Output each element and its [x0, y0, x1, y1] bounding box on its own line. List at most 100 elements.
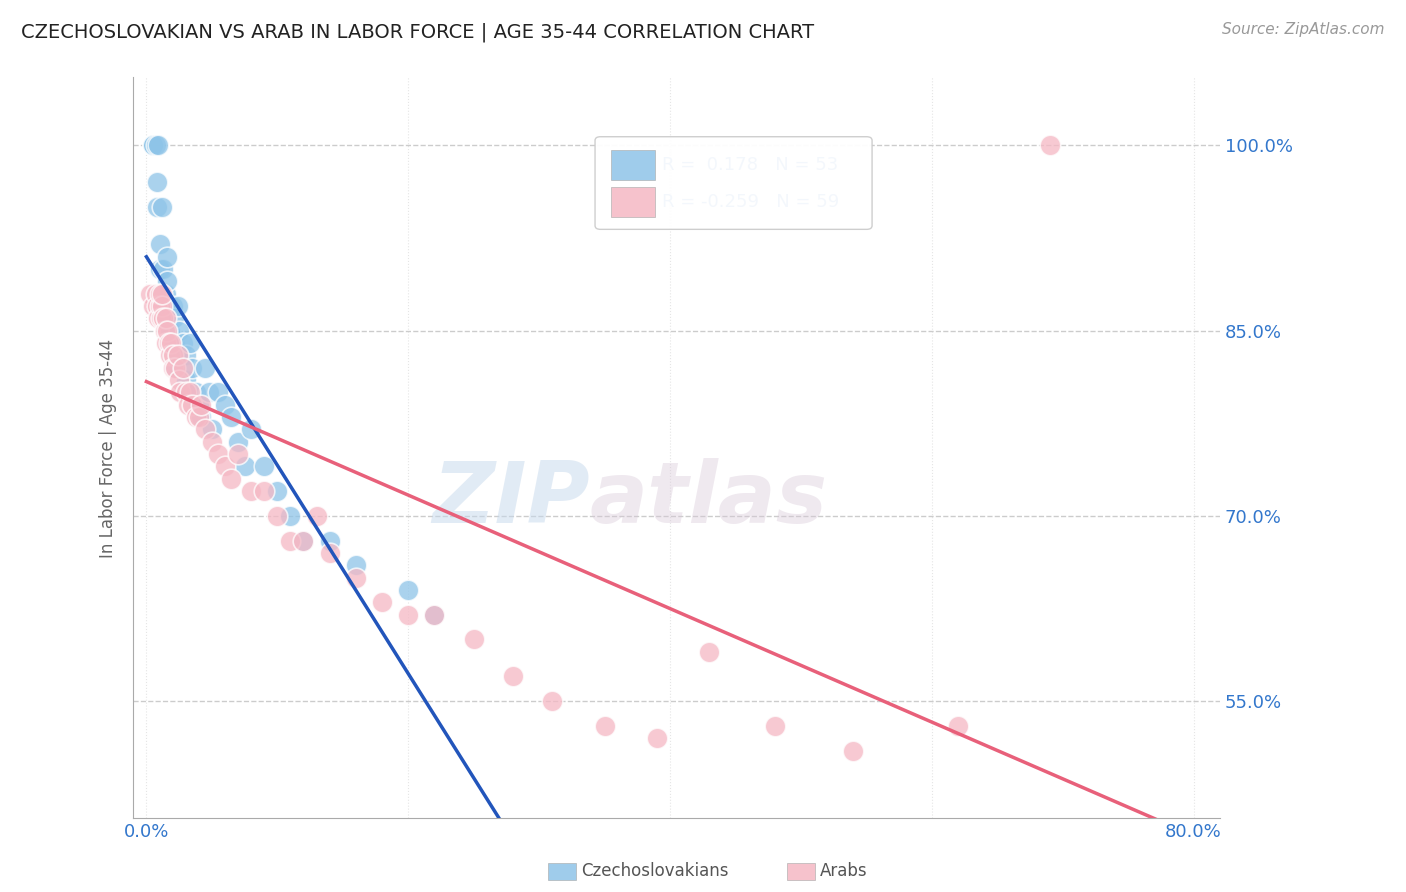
Point: [207, 447, 229, 461]
Point: [148, 237, 170, 252]
Point: [541, 694, 564, 708]
Point: [280, 533, 302, 548]
Text: atlas: atlas: [589, 458, 828, 541]
Point: [396, 582, 419, 597]
Point: [148, 138, 170, 153]
Point: [186, 385, 208, 400]
Point: [142, 138, 165, 153]
Point: [174, 373, 197, 387]
Point: [166, 348, 188, 362]
Point: [148, 286, 170, 301]
Point: [181, 360, 204, 375]
Point: [344, 558, 367, 573]
Point: [166, 299, 188, 313]
Point: [146, 176, 169, 190]
Point: [593, 719, 616, 733]
Point: [156, 250, 179, 264]
Point: [167, 324, 190, 338]
Point: [155, 311, 177, 326]
Point: [280, 508, 302, 523]
Point: [149, 311, 172, 326]
Point: [150, 299, 173, 313]
FancyBboxPatch shape: [612, 150, 655, 179]
Text: Source: ZipAtlas.com: Source: ZipAtlas.com: [1222, 22, 1385, 37]
Point: [179, 385, 201, 400]
Text: ZIP: ZIP: [432, 458, 589, 541]
Y-axis label: In Labor Force | Age 35-44: In Labor Force | Age 35-44: [100, 338, 117, 558]
Point: [181, 398, 204, 412]
Point: [146, 299, 169, 313]
Point: [150, 200, 173, 214]
Point: [174, 348, 197, 362]
Point: [842, 743, 865, 757]
Point: [142, 138, 165, 153]
Point: [159, 324, 181, 338]
Text: Czechoslovakians: Czechoslovakians: [581, 863, 728, 880]
Point: [174, 385, 197, 400]
Point: [155, 335, 177, 350]
Point: [142, 299, 165, 313]
Point: [194, 422, 217, 436]
Point: [152, 311, 174, 326]
Point: [201, 422, 224, 436]
Point: [201, 434, 224, 449]
Point: [190, 410, 212, 425]
Point: [396, 607, 419, 622]
Point: [423, 607, 446, 622]
Point: [148, 299, 170, 313]
Point: [172, 335, 194, 350]
Point: [142, 138, 165, 153]
Point: [145, 286, 167, 301]
Point: [318, 533, 340, 548]
Point: [156, 324, 179, 338]
Point: [150, 286, 173, 301]
Point: [226, 447, 249, 461]
Point: [305, 508, 328, 523]
Text: Arabs: Arabs: [820, 863, 868, 880]
Point: [157, 335, 180, 350]
Point: [155, 311, 177, 326]
Point: [179, 335, 201, 350]
Point: [344, 571, 367, 585]
Point: [763, 719, 786, 733]
Point: [177, 398, 200, 412]
Point: [162, 360, 184, 375]
Point: [463, 632, 485, 647]
Point: [214, 459, 236, 474]
Point: [187, 410, 209, 425]
Point: [167, 348, 190, 362]
Point: [169, 385, 191, 400]
Point: [198, 385, 221, 400]
Point: [165, 335, 187, 350]
Point: [221, 410, 243, 425]
Point: [148, 261, 170, 276]
Point: [152, 286, 174, 301]
Point: [186, 410, 208, 425]
Point: [160, 335, 183, 350]
Point: [266, 484, 288, 499]
Point: [165, 360, 187, 375]
Point: [190, 398, 212, 412]
Point: [207, 385, 229, 400]
Point: [157, 299, 180, 313]
Point: [1038, 138, 1060, 153]
Point: [155, 286, 177, 301]
Point: [187, 398, 209, 412]
Point: [240, 484, 263, 499]
Point: [162, 348, 184, 362]
Point: [152, 261, 174, 276]
Point: [292, 533, 315, 548]
Point: [697, 645, 720, 659]
Point: [165, 360, 187, 375]
Point: [253, 459, 276, 474]
Point: [502, 669, 524, 683]
Point: [156, 274, 179, 288]
Point: [253, 484, 276, 499]
Point: [155, 299, 177, 313]
Point: [139, 286, 162, 301]
Point: [226, 434, 249, 449]
Point: [162, 299, 184, 313]
Text: R = -0.259   N = 59: R = -0.259 N = 59: [662, 193, 839, 211]
Point: [423, 607, 446, 622]
Point: [214, 398, 236, 412]
